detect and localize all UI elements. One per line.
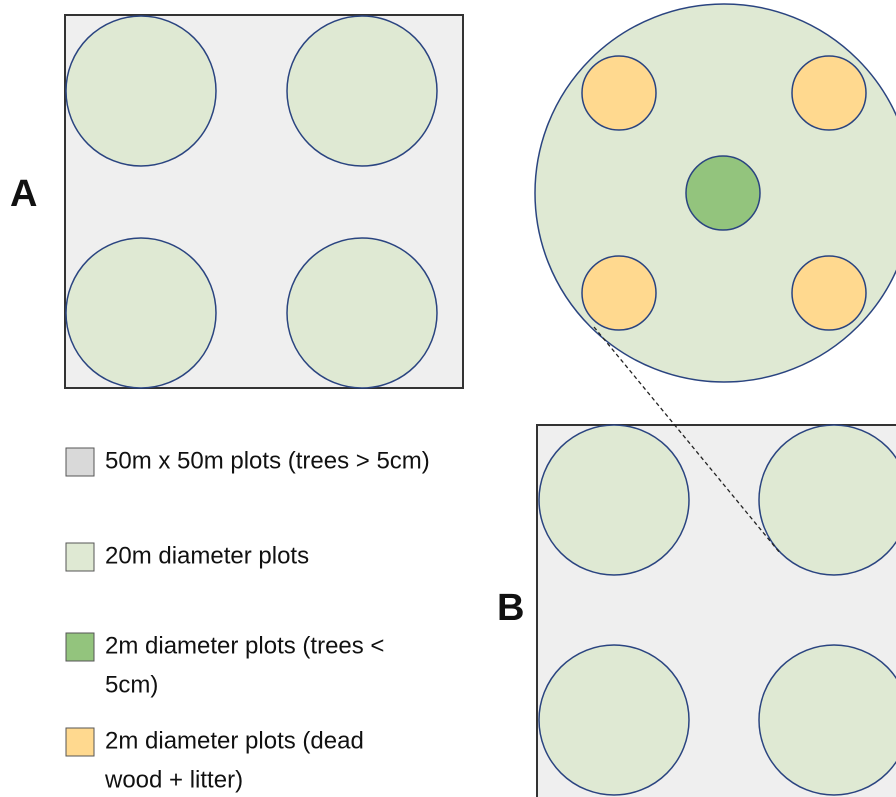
legend-text: 50m x 50m plots (trees > 5cm) [105, 447, 430, 474]
subplot [286, 15, 438, 167]
legend-swatch [65, 542, 95, 572]
subplot [758, 644, 896, 796]
subplot [65, 15, 217, 167]
deadwood-plot [581, 255, 657, 331]
deadwood-plot [791, 55, 867, 131]
subplot [758, 424, 896, 576]
deadwood-plot [581, 55, 657, 131]
subplot [538, 644, 690, 796]
legend-text: 2m diameter plots (trees < [105, 632, 384, 659]
legend: 50m x 50m plots (trees > 5cm) 20m diamete… [104, 447, 430, 793]
deadwood-plot [791, 255, 867, 331]
legend-swatch [65, 727, 95, 757]
legend-text: 20m diameter plots [105, 542, 309, 569]
subplot [286, 237, 438, 389]
legend-swatch [65, 447, 95, 477]
small-tree-plot [685, 155, 761, 231]
panel-label: B [497, 587, 524, 629]
legend-swatch [65, 632, 95, 662]
panel-label: A [10, 173, 37, 215]
legend-text: 5cm) [105, 671, 158, 698]
subplot [538, 424, 690, 576]
legend-text: 2m diameter plots (dead [105, 727, 364, 754]
subplot [65, 237, 217, 389]
legend-text: wood + litter) [104, 766, 243, 793]
